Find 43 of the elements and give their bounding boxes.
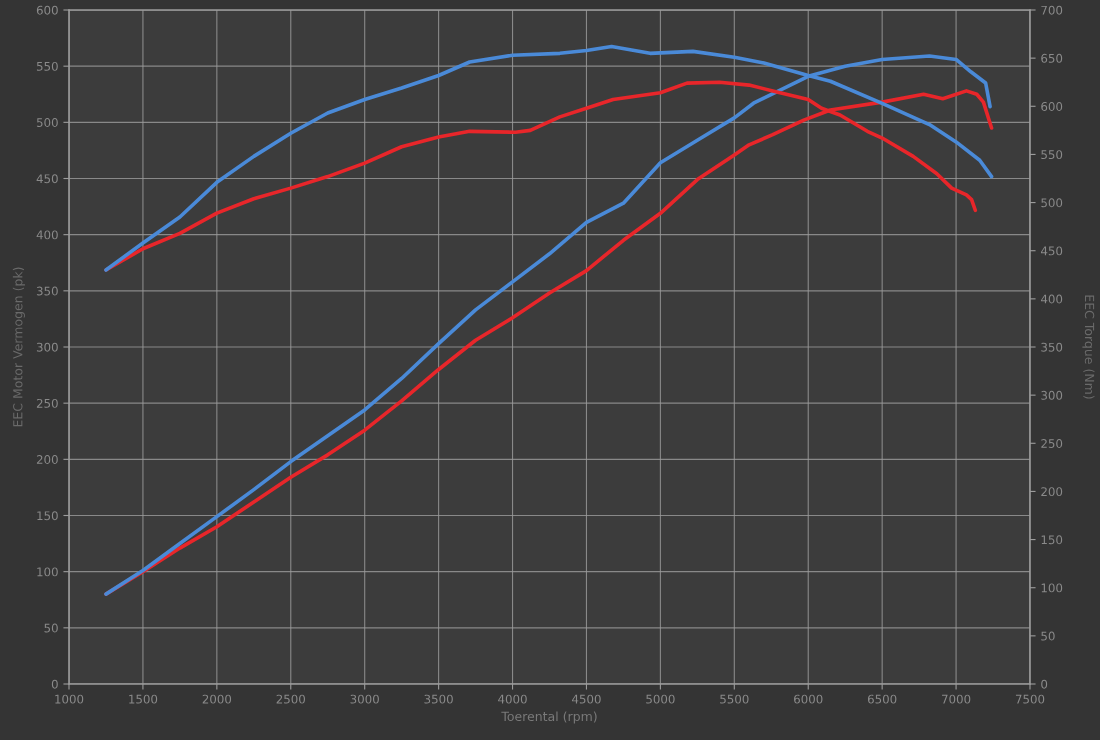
x-tick-label: 7000 xyxy=(942,694,971,704)
x-tick-label: 2000 xyxy=(202,694,232,704)
y2-tick-label: 450 xyxy=(1040,246,1063,256)
y-tick-label: 200 xyxy=(36,455,58,464)
y2-tick-label: 600 xyxy=(1041,102,1063,111)
x-tick-label: 6000 xyxy=(794,694,823,704)
y2-tick-label: 150 xyxy=(1041,535,1063,545)
y2-tick-label: 250 xyxy=(1041,439,1063,448)
y-tick-label: 0 xyxy=(51,679,58,689)
y2-tick-label: 700 xyxy=(1041,5,1063,15)
x-axis-title: Toerental (rpm) xyxy=(501,711,597,724)
y-tick-label: 400 xyxy=(36,230,58,240)
y-tick-label: 500 xyxy=(36,118,58,127)
y-tick-label: 100 xyxy=(37,567,58,577)
y-tick-label: 350 xyxy=(36,286,58,296)
y2-tick-label: 550 xyxy=(1041,150,1063,160)
x-tick-label: 1000 xyxy=(55,694,84,704)
y2-tick-label: 400 xyxy=(1040,294,1063,304)
x-tick-label: 1500 xyxy=(129,694,158,704)
x-tick-label: 5000 xyxy=(646,694,675,704)
x-tick-label: 4500 xyxy=(572,694,601,704)
y2-tick-label: 100 xyxy=(1041,583,1063,593)
x-tick-label: 4000 xyxy=(498,694,527,704)
y-tick-label: 550 xyxy=(36,61,58,71)
x-tick-label: 5500 xyxy=(720,694,749,704)
x-tick-label: 3000 xyxy=(350,694,379,704)
y2-tick-label: 50 xyxy=(1041,631,1055,641)
y-tick-label: 150 xyxy=(37,511,58,521)
y2-tick-label: 200 xyxy=(1041,487,1063,497)
y2-tick-label: 350 xyxy=(1041,342,1063,352)
x-tick-label: 3500 xyxy=(424,694,453,704)
y2-tick-label: 300 xyxy=(1041,390,1063,400)
y-tick-label: 600 xyxy=(36,5,58,15)
x-tick-label: 7500 xyxy=(1015,694,1045,704)
y-tick-label: 300 xyxy=(36,342,58,352)
y-tick-label: 50 xyxy=(44,623,58,633)
y-tick-label: 450 xyxy=(36,174,58,184)
y2-tick-label: 650 xyxy=(1041,53,1063,63)
x-tick-label: 6500 xyxy=(867,694,897,704)
x-tick-label: 2500 xyxy=(276,694,306,704)
y2-tick-label: 500 xyxy=(1041,198,1063,208)
y-tick-label: 250 xyxy=(36,398,58,408)
y2-tick-label: 0 xyxy=(1041,679,1048,689)
